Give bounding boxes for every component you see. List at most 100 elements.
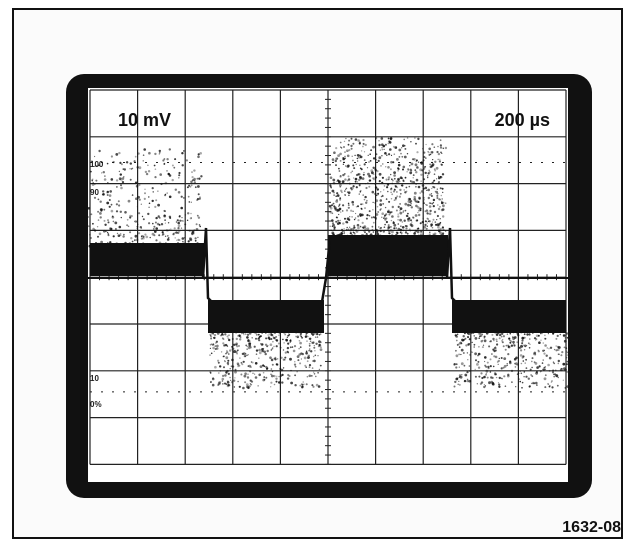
trace-noise-dot xyxy=(222,383,224,385)
trace-noise-dot xyxy=(566,350,568,352)
trace-noise-dot xyxy=(349,216,351,218)
trace-noise-dot xyxy=(377,159,380,162)
trace-noise-dot xyxy=(384,152,387,155)
trace-noise-dot xyxy=(542,342,545,344)
trace-noise-dot xyxy=(120,184,122,187)
trace-noise-dot xyxy=(227,372,230,375)
trace-noise-dot xyxy=(405,227,408,230)
trace-noise-dot xyxy=(168,228,170,231)
trace-noise-dot xyxy=(198,177,201,180)
trace-noise-dot xyxy=(544,374,547,377)
trace-noise-dot xyxy=(527,377,530,380)
trace-noise-dot xyxy=(195,228,199,231)
trace-noise-dot xyxy=(393,177,396,180)
trace-noise-dot xyxy=(487,365,490,369)
trace-noise-dot xyxy=(410,202,413,205)
trace-noise-dot xyxy=(258,351,262,355)
trace-noise-dot xyxy=(360,207,362,210)
trace-noise-dot xyxy=(484,385,487,387)
trace-noise-dot xyxy=(432,159,434,161)
trace-noise-dot xyxy=(374,186,378,189)
trace-noise-dot xyxy=(413,158,416,161)
trace-noise-dot xyxy=(433,186,436,189)
trace-noise-dot xyxy=(106,231,109,234)
trace-noise-dot xyxy=(516,332,519,335)
trace-noise-dot xyxy=(300,352,303,355)
trace-noise-dot xyxy=(363,198,366,201)
trace-noise-dot xyxy=(145,235,149,239)
graticule-mark-10: 10 xyxy=(90,374,99,383)
trace-noise-dot xyxy=(400,152,402,155)
trace-noise-dot xyxy=(553,362,556,365)
trace-noise-dot xyxy=(331,231,335,235)
trace-noise-dot xyxy=(166,158,169,161)
trace-noise-dot xyxy=(361,177,365,180)
trace-noise-dot xyxy=(432,218,435,221)
trace-noise-dot xyxy=(115,203,118,206)
trace-noise-dot xyxy=(390,226,392,228)
trace-noise-dot xyxy=(484,356,487,359)
trace-noise-dot xyxy=(512,340,515,344)
trace-noise-dot xyxy=(343,232,345,235)
trace-noise-dot xyxy=(403,138,406,141)
trace-noise-dot xyxy=(331,222,335,225)
trace-noise-dot xyxy=(331,219,334,222)
graticule-mark-0: 0% xyxy=(90,400,102,409)
trace-noise-dot xyxy=(454,380,457,384)
trace-noise-dot xyxy=(352,159,354,162)
trace-noise-dot xyxy=(401,233,403,235)
trace-noise-dot xyxy=(407,215,409,217)
trace-noise-dot xyxy=(399,231,402,234)
trace-noise-dot xyxy=(240,373,243,376)
trace-noise-dot xyxy=(311,367,314,369)
trace-noise-dot xyxy=(521,336,525,340)
trace-noise-dot xyxy=(390,154,393,156)
trace-noise-dot xyxy=(210,380,212,383)
trace-noise-dot xyxy=(219,334,222,337)
trace-noise-dot xyxy=(158,153,160,155)
trace-noise-dot xyxy=(397,215,400,218)
trace-noise-dot xyxy=(257,333,260,336)
trace-noise-dot xyxy=(333,151,336,154)
trace-noise-dot xyxy=(330,186,332,188)
trace-noise-dot xyxy=(417,211,419,214)
trace-noise-dot xyxy=(541,362,544,364)
trace-noise-dot xyxy=(485,372,487,375)
trace-noise-dot xyxy=(498,376,501,380)
trace-noise-dot xyxy=(358,184,361,187)
trace-noise-dot xyxy=(212,343,215,346)
trace-noise-dot xyxy=(432,205,435,208)
trace-noise-dot xyxy=(439,144,442,147)
trace-noise-dot xyxy=(352,185,355,188)
trace-noise-dot xyxy=(137,152,140,155)
trace-noise-dot xyxy=(136,166,139,169)
trace-noise-dot xyxy=(248,364,252,368)
trace-noise-dot xyxy=(456,333,459,336)
trace-noise-dot xyxy=(392,145,395,148)
trace-noise-dot xyxy=(349,229,352,232)
trace-noise-dot xyxy=(163,162,166,165)
trace-noise-dot xyxy=(405,186,408,189)
trace-noise-dot xyxy=(224,382,226,385)
trace-noise-dot xyxy=(376,230,379,233)
trace-noise-dot xyxy=(421,220,424,224)
trace-noise-dot xyxy=(356,181,359,183)
trace-noise-dot xyxy=(366,227,370,230)
trace-noise-dot xyxy=(166,192,168,194)
trace-noise-dot xyxy=(147,164,149,167)
trace-noise-dot xyxy=(140,203,142,205)
trace-noise-dot xyxy=(401,155,404,158)
trace-noise-dot xyxy=(286,350,289,353)
trace-noise-dot xyxy=(407,168,410,171)
trace-noise-dot xyxy=(236,363,240,366)
trace-noise-dot xyxy=(349,182,351,184)
trace-noise-dot xyxy=(133,160,136,163)
trace-edge-spike xyxy=(201,227,213,303)
trace-noise-dot xyxy=(400,225,402,227)
trace-noise-dot xyxy=(142,154,145,156)
trace-noise-dot xyxy=(437,158,440,161)
trace-noise-dot xyxy=(219,370,221,372)
trace-noise-dot xyxy=(529,368,532,371)
trace-noise-dot xyxy=(393,174,396,177)
trace-noise-dot xyxy=(143,148,146,151)
